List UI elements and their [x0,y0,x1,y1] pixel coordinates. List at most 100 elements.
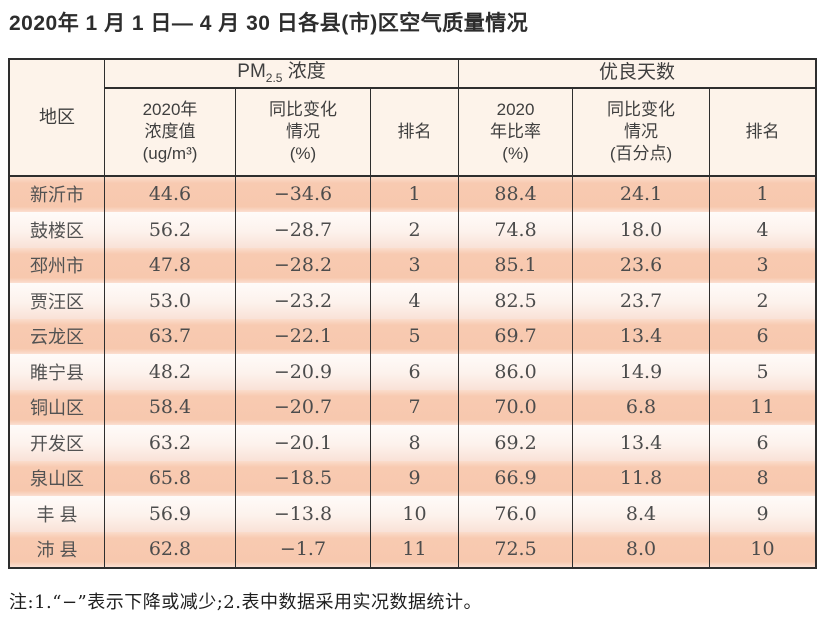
col-header-pm-change: 同比变化 情况 (%) [236,88,371,177]
good-rate-cell: 86.0 [459,354,574,390]
region-cell: 泉山区 [10,460,105,497]
good-rate-cell: 70.0 [459,389,574,426]
footnote: 注:1.“−”表示下降或减少;2.表中数据采用实况数据统计。 [9,592,482,614]
pm-change-cell: −1.7 [236,531,371,568]
table-row: 贾汪区 53.0 −23.2 4 82.5 23.7 2 [10,283,815,319]
pm-rank-cell: 2 [371,212,460,248]
region-cell: 邳州市 [10,247,105,284]
good-change-cell: 13.4 [573,318,711,355]
good-rank-cell: 2 [710,283,815,319]
pm-value-cell: 47.8 [105,247,236,284]
good-rate-cell: 72.5 [459,531,574,568]
good-change-cell: 8.4 [573,496,711,532]
good-change-cell: 8.0 [573,531,711,568]
pm-change-cell: −28.2 [236,247,371,284]
good-change-cell: 11.8 [573,460,711,497]
good-rate-cell: 69.2 [459,425,574,461]
col-header-good-change: 同比变化 情况 (百分点) [573,88,711,177]
pm-rank-cell: 11 [371,531,460,568]
good-rank-cell: 9 [710,496,815,532]
pm-value-cell: 56.2 [105,212,236,248]
pm-change-cell: −23.2 [236,283,371,319]
region-cell: 新沂市 [10,176,105,213]
table-body: 新沂市 44.6 −34.6 1 88.4 24.1 1 鼓楼区 56.2 −28.7 2 74.8 1… [10,176,815,568]
pm-value-cell: 53.0 [105,283,236,319]
table-row: 鼓楼区 56.2 −28.7 2 74.8 18.0 4 [10,212,815,248]
pm-value-cell: 62.8 [105,531,236,568]
good-rank-cell: 10 [710,531,815,568]
pm-value-cell: 63.7 [105,318,236,355]
good-rate-cell: 66.9 [459,460,574,497]
table-row: 沛 县 62.8 −1.7 11 72.5 8.0 10 [10,531,815,568]
pm-value-cell: 44.6 [105,176,236,213]
pm-rank-cell: 6 [371,354,460,390]
pm-change-cell: −22.1 [236,318,371,355]
region-cell: 铜山区 [10,389,105,426]
pm-change-cell: −20.1 [236,425,371,461]
pm-change-cell: −13.8 [236,496,371,532]
good-rank-cell: 1 [710,176,815,213]
pm-value-cell: 48.2 [105,354,236,390]
table-row: 开发区 63.2 −20.1 8 69.2 13.4 6 [10,425,815,461]
region-cell: 云龙区 [10,318,105,355]
pm-change-cell: −34.6 [236,176,371,213]
region-cell: 贾汪区 [10,283,105,319]
table-header: 地区 PM2.5 浓度 优良天数 2020年 浓度值 (ug/m³) 同比变化 … [10,60,815,177]
region-cell: 丰 县 [10,496,105,532]
good-rank-cell: 6 [710,318,815,355]
pm-change-cell: −18.5 [236,460,371,497]
good-rank-cell: 4 [710,212,815,248]
good-change-cell: 14.9 [573,354,711,390]
pm-value-cell: 63.2 [105,425,236,461]
region-cell: 睢宁县 [10,354,105,390]
col-header-good-rate: 2020 年比率 (%) [459,88,574,177]
table-row: 丰 县 56.9 −13.8 10 76.0 8.4 9 [10,496,815,532]
col-header-region: 地区 [10,60,105,177]
pm25-label-suffix: 浓度 [282,61,326,83]
table-row: 邳州市 47.8 −28.2 3 85.1 23.6 3 [10,247,815,284]
region-cell: 开发区 [10,425,105,461]
table-row: 新沂市 44.6 −34.6 1 88.4 24.1 1 [10,176,815,213]
col-header-pm-value: 2020年 浓度值 (ug/m³) [105,88,236,177]
col-group-good-days: 优良天数 [459,60,815,89]
good-rank-cell: 8 [710,460,815,497]
col-header-pm-rank: 排名 [371,88,460,177]
good-rank-cell: 5 [710,354,815,390]
pm-value-cell: 56.9 [105,496,236,532]
pm-change-cell: −20.9 [236,354,371,390]
pm-rank-cell: 3 [371,247,460,284]
table-row: 云龙区 63.7 −22.1 5 69.7 13.4 6 [10,318,815,355]
pm-value-cell: 58.4 [105,389,236,426]
pm-rank-cell: 1 [371,176,460,213]
pm-rank-cell: 7 [371,389,460,426]
pm-rank-cell: 4 [371,283,460,319]
pm-value-cell: 65.8 [105,460,236,497]
col-header-good-rank: 排名 [710,88,815,177]
sub-header-row: 2020年 浓度值 (ug/m³) 同比变化 情况 (%) 排名 2020 年比… [10,88,815,177]
pm-rank-cell: 9 [371,460,460,497]
good-rate-cell: 74.8 [459,212,574,248]
pm-rank-cell: 5 [371,318,460,355]
region-cell: 鼓楼区 [10,212,105,248]
page-title: 2020年 1 月 1 日— 4 月 30 日各县(市)区空气质量情况 [9,12,529,35]
good-rank-cell: 6 [710,425,815,461]
good-rate-cell: 85.1 [459,247,574,284]
good-change-cell: 24.1 [573,176,711,213]
table-row: 铜山区 58.4 −20.7 7 70.0 6.8 11 [10,389,815,426]
good-rate-cell: 82.5 [459,283,574,319]
good-rate-cell: 69.7 [459,318,574,355]
good-rate-cell: 76.0 [459,496,574,532]
pm-change-cell: −28.7 [236,212,371,248]
good-change-cell: 13.4 [573,425,711,461]
table-row: 泉山区 65.8 −18.5 9 66.9 11.8 8 [10,460,815,497]
good-change-cell: 23.7 [573,283,711,319]
pm-rank-cell: 8 [371,425,460,461]
good-rate-cell: 88.4 [459,176,574,213]
pm25-label-prefix: PM [237,61,266,83]
good-change-cell: 6.8 [573,389,711,426]
good-change-cell: 23.6 [573,247,711,284]
region-cell: 沛 县 [10,531,105,568]
good-change-cell: 18.0 [573,212,711,248]
good-rank-cell: 11 [710,389,815,426]
